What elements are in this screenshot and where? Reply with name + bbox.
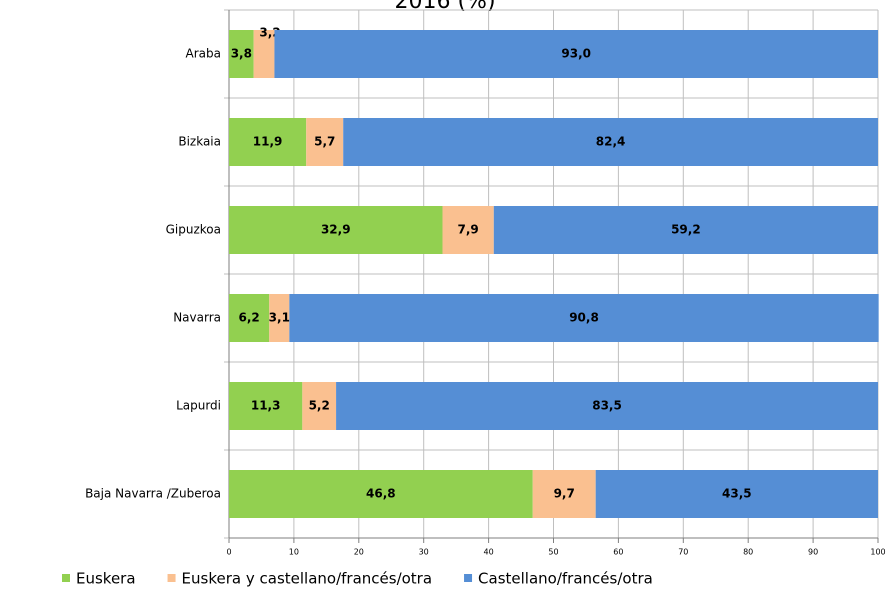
- x-tick-label: 80: [743, 548, 753, 557]
- data-label: 82,4: [596, 135, 626, 149]
- x-tick-label: 60: [613, 548, 623, 557]
- bar-segment: [229, 206, 443, 254]
- x-tick-label: 100: [870, 548, 885, 557]
- y-tick-label: Araba: [186, 47, 221, 61]
- data-label: 11,3: [251, 399, 281, 413]
- data-label: 3,8: [231, 47, 252, 61]
- x-tick-label: 40: [484, 548, 494, 557]
- bar-segment: [229, 30, 254, 78]
- bar-segment: [493, 206, 878, 254]
- x-tick-label: 50: [548, 548, 558, 557]
- bar-segment: [274, 30, 878, 78]
- bar-segment: [442, 206, 494, 254]
- data-label: 3,1: [269, 311, 290, 325]
- bar-segment: [289, 294, 879, 342]
- x-tick-label: 0: [226, 548, 231, 557]
- y-tick-label: Baja Navarra /Zuberoa: [85, 487, 221, 501]
- y-tick-label: Bizkaia: [178, 135, 221, 149]
- data-label: 7,9: [458, 223, 479, 237]
- legend-label: Castellano/francés/otra: [478, 570, 653, 588]
- x-tick-label: 30: [419, 548, 429, 557]
- data-label: 93,0: [561, 47, 591, 61]
- data-label: 90,8: [569, 311, 599, 325]
- chart-title: 2016 (%): [394, 0, 495, 14]
- bar-segment: [336, 382, 879, 430]
- x-tick-label: 70: [678, 548, 688, 557]
- bar-segment: [302, 382, 337, 430]
- data-label: 11,9: [253, 135, 283, 149]
- data-label: 5,2: [309, 399, 330, 413]
- data-label: 6,2: [238, 311, 259, 325]
- data-label: 59,2: [671, 223, 701, 237]
- bar-segment: [595, 470, 878, 518]
- x-tick-label: 10: [289, 548, 299, 557]
- bar-segment: [229, 118, 307, 166]
- data-label: 9,7: [554, 487, 575, 501]
- legend-label: Euskera y castellano/francés/otra: [182, 570, 433, 588]
- y-tick-label: Navarra: [173, 311, 221, 325]
- bar-segment: [229, 294, 270, 342]
- y-tick-label: Gipuzkoa: [166, 223, 221, 237]
- bar-segment: [269, 294, 290, 342]
- bar-segment: [306, 118, 344, 166]
- data-label: 43,5: [722, 487, 752, 501]
- bar-segment: [229, 382, 303, 430]
- bar-segment: [343, 118, 878, 166]
- bar-segment: [532, 470, 596, 518]
- x-tick-label: 90: [808, 548, 818, 557]
- data-label: 32,9: [321, 223, 351, 237]
- y-tick-label: Lapurdi: [176, 399, 221, 413]
- bar-segment: [229, 470, 533, 518]
- data-label: 46,8: [366, 487, 396, 501]
- data-label: 5,7: [314, 135, 335, 149]
- legend-label: Euskera: [76, 570, 136, 588]
- legend-swatch: [62, 574, 70, 582]
- legend-swatch: [464, 574, 473, 582]
- data-label: 83,5: [592, 399, 622, 413]
- legend-swatch: [167, 574, 176, 582]
- bar-segment: [253, 30, 275, 78]
- x-tick-label: 20: [354, 548, 364, 557]
